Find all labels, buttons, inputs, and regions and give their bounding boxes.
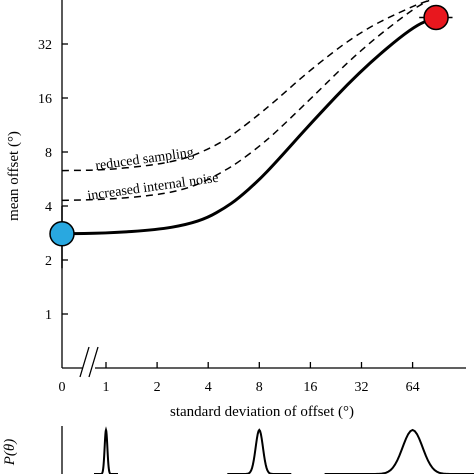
y-tick-label: 32: [38, 38, 52, 53]
y-tick-label: 16: [38, 92, 52, 107]
x-tick-label: 32: [355, 380, 369, 395]
data-point: [423, 4, 449, 31]
x-tick-label: 0: [59, 380, 66, 395]
data-points: [49, 4, 453, 269]
y-tick-label: 2: [45, 254, 52, 269]
y-axis-title: mean offset (°): [6, 131, 22, 221]
series-label-increased-internal-noise: increased internal noise: [86, 171, 219, 204]
axis-break-mark-2: [88, 346, 99, 378]
x-tick-label: 1: [103, 380, 110, 395]
curves: [61, 0, 437, 236]
series-line-1: [61, 0, 430, 172]
distribution-curves: [94, 426, 474, 474]
distribution-curve: [94, 426, 118, 474]
distribution-curve: [227, 428, 292, 474]
x-tick-label: 4: [205, 380, 212, 395]
x-tick-label: 64: [406, 380, 420, 395]
tick-labels: 0 1 2 4 8 16 32 64 1 2 4 8 16 32: [38, 38, 420, 395]
y-tick-label: 8: [45, 146, 52, 161]
series-label-reduced-sampling: reduced sampling: [94, 145, 194, 174]
tick-marks: [62, 43, 414, 368]
x-axis-title: standard deviation of offset (°): [170, 404, 354, 420]
axis-break-mark-1: [79, 346, 90, 378]
y-tick-label: 1: [45, 308, 52, 323]
x-tick-label: 16: [303, 380, 317, 395]
x-tick-label: 2: [154, 380, 161, 395]
x-tick-label: 8: [256, 380, 263, 395]
distribution-y-label: P(θ): [2, 439, 18, 467]
data-point: [49, 221, 75, 247]
distribution-curve: [324, 428, 474, 474]
series-line-0: [61, 16, 437, 236]
y-tick-label: 4: [45, 200, 52, 215]
